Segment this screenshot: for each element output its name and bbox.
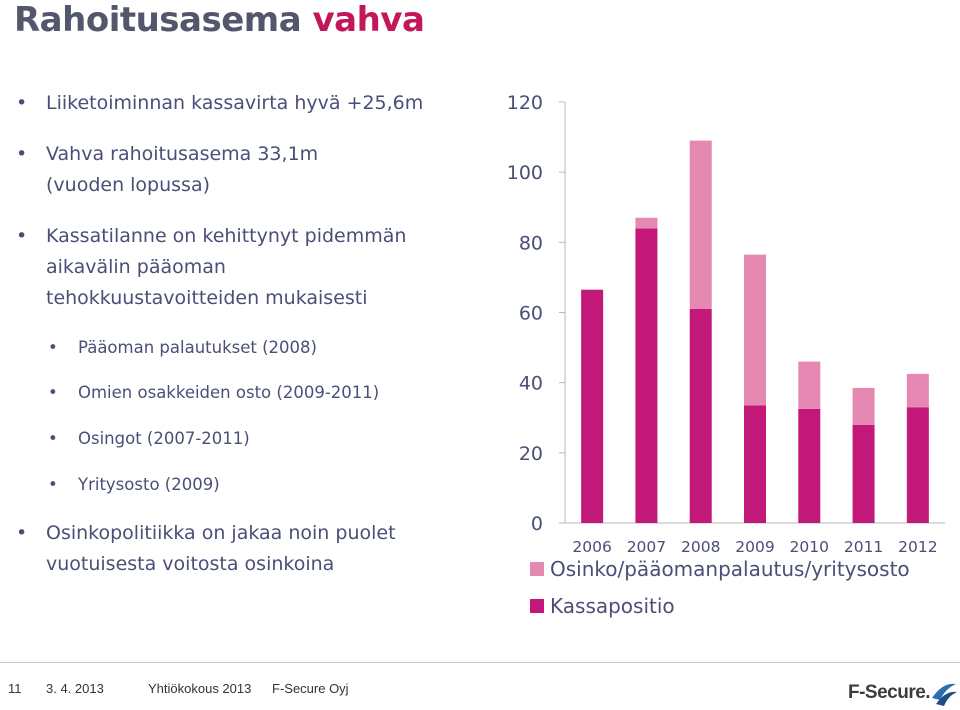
bullet-text: vuotuisesta voitosta osinkoina	[46, 553, 335, 575]
page-number: 11	[8, 681, 22, 696]
y-tick-label: 20	[519, 443, 543, 465]
y-tick-label: 100	[507, 162, 543, 184]
x-tick-label: 2011	[844, 538, 883, 556]
title-part-2: vahva	[312, 0, 425, 40]
bullet-text: tehokkuustavoitteiden mukaisesti	[46, 287, 368, 309]
bar-osinko-2010	[798, 361, 821, 409]
bullet-dot-icon: •	[48, 338, 58, 357]
bar-kassapositio-2012	[906, 407, 929, 523]
y-tick-label: 0	[531, 513, 543, 535]
x-axis-labels: 2006 2007 2008 2009 2010 2011 2012	[572, 538, 937, 556]
bullet-dot-icon: •	[16, 92, 28, 114]
bar-kassapositio-2009	[744, 405, 766, 523]
bar-osinko-2011	[852, 387, 875, 425]
bar-osinko-2009	[744, 254, 766, 406]
footer-divider	[0, 662, 960, 663]
bullet-dot-icon: •	[48, 429, 58, 448]
x-tick-label: 2010	[790, 538, 829, 556]
bar-osinko-2007	[635, 217, 658, 229]
sub-bullet-text: Pääoman palautukset (2008)	[78, 338, 317, 357]
legend-label: Kassapositio	[550, 594, 675, 618]
y-tick-label: 120	[507, 92, 543, 114]
bullet-text: (vuoden lopussa)	[46, 174, 211, 196]
logo-swoosh-icon	[932, 683, 957, 706]
x-tick-label: 2008	[681, 538, 720, 556]
footer-event: Yhtiökokous 2013	[148, 681, 252, 696]
title-part-1: Rahoitusasema	[14, 0, 302, 40]
legend-swatch	[530, 562, 544, 576]
bullet-text: Vahva rahoitusasema 33,1m	[46, 143, 319, 165]
bullet-text: Osinkopolitiikka on jakaa noin puolet	[46, 522, 396, 544]
bar-kassapositio-2007	[635, 228, 658, 524]
x-tick-label: 2007	[627, 538, 666, 556]
legend: Osinko/pääomanpalautus/yritysosto Kassapo…	[530, 557, 910, 618]
bullet-dot-icon: •	[16, 522, 28, 544]
bullet-dot-icon: •	[16, 225, 28, 247]
bar-osinko-2012	[906, 373, 929, 408]
cash-position-chart: 0 20 40 60 80 100 120 2006 2007 2008 2009 2010 2011…	[507, 92, 945, 618]
y-tick-label: 60	[519, 303, 543, 325]
bar-kassapositio-2011	[852, 424, 875, 523]
logo-text: F-Secure.	[848, 682, 931, 703]
bar-kassapositio-2006	[581, 289, 604, 523]
footer-company: F-Secure Oyj	[272, 681, 349, 696]
sub-bullet-text: Osingot (2007-2011)	[78, 429, 250, 448]
bullet-list: • Liiketoiminnan kassavirta hyvä +25,6m …	[0, 0, 480, 620]
bullet-text: aikavälin pääoman	[46, 256, 226, 278]
x-tick-label: 2009	[735, 538, 774, 556]
sub-bullet-text: Omien osakkeiden osto (2009-2011)	[78, 383, 380, 402]
bullet-dot-icon: •	[48, 383, 58, 402]
x-tick-label: 2012	[898, 538, 937, 556]
bar-osinko-2008	[689, 140, 712, 309]
legend-label: Osinko/pääomanpalautus/yritysosto	[550, 557, 910, 581]
legend-swatch	[530, 599, 544, 613]
x-tick-label: 2006	[572, 538, 611, 556]
bullet-dot-icon: •	[16, 143, 28, 165]
y-tick-label: 40	[519, 373, 543, 395]
y-tick-label: 80	[519, 232, 543, 254]
footer-date: 3. 4. 2013	[46, 681, 104, 696]
bullet-text: Liiketoiminnan kassavirta hyvä +25,6m	[46, 92, 424, 114]
bars	[581, 140, 929, 524]
bar-kassapositio-2008	[689, 308, 712, 523]
bullet-dot-icon: •	[48, 475, 58, 494]
sub-bullet-text: Yritysosto (2009)	[78, 475, 220, 494]
bullet-text: Kassatilanne on kehittynyt pidemmän	[46, 225, 407, 247]
f-secure-logo: F-Secure.	[848, 676, 958, 710]
bar-kassapositio-2010	[798, 408, 821, 523]
y-axis: 0 20 40 60 80 100 120	[507, 92, 945, 535]
page-title: Rahoitusasema vahva	[14, 0, 425, 40]
